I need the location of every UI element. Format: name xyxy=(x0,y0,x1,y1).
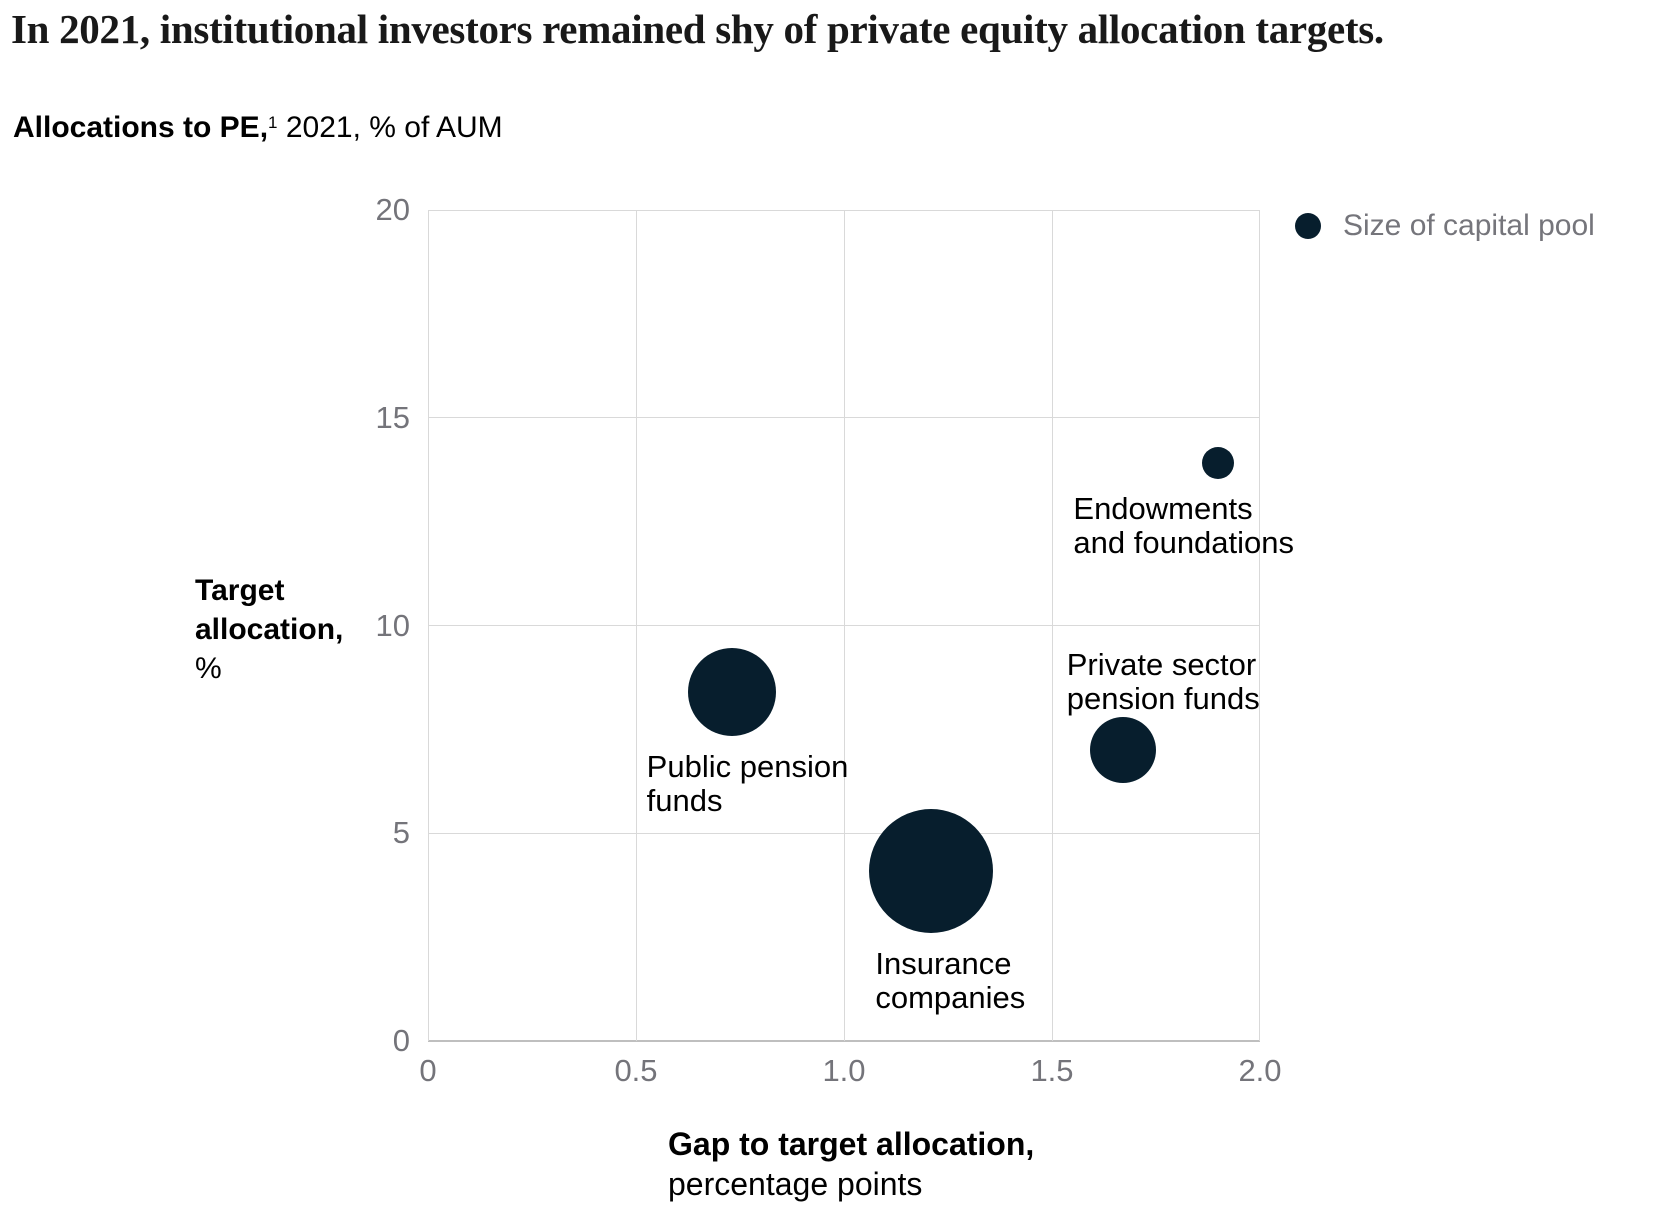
data-bubble-label-line: and foundations xyxy=(1073,525,1295,561)
x-axis-title: Gap to target allocation, percentage poi… xyxy=(668,1124,1034,1204)
data-bubble-label: Insurance companies xyxy=(875,945,1026,1015)
gridline-vertical xyxy=(1259,210,1260,1041)
y-axis-title: Target allocation, % xyxy=(195,571,380,688)
gridline-vertical xyxy=(844,210,845,1041)
x-tick-label: 0 xyxy=(419,1053,437,1088)
data-bubble xyxy=(687,647,776,736)
gridline-vertical xyxy=(428,210,429,1041)
x-axis-title-unit: percentage points xyxy=(668,1166,923,1202)
gridline-vertical xyxy=(1052,210,1053,1041)
x-axis-title-main: Gap to target allocation, xyxy=(668,1126,1035,1162)
x-tick-label: 1.5 xyxy=(1030,1053,1074,1088)
data-bubble xyxy=(1202,447,1235,480)
x-axis-line xyxy=(428,1040,1260,1042)
subtitle-measure: Allocations to PE, xyxy=(13,111,269,144)
y-axis-title-main: Target allocation, xyxy=(195,574,344,646)
data-bubble-label: Private sector pension funds xyxy=(1067,648,1260,716)
data-bubble xyxy=(869,808,994,933)
data-bubble-label-line: Private sector xyxy=(1066,647,1257,683)
data-bubble-label: Public pension funds xyxy=(646,748,849,818)
data-bubble-label-line: pension funds xyxy=(1066,681,1260,717)
y-tick-label: 15 xyxy=(375,399,410,435)
x-tick-label: 1.0 xyxy=(822,1053,866,1088)
x-tick-label: 0.5 xyxy=(614,1053,658,1088)
x-tick-label: 2.0 xyxy=(1238,1053,1282,1088)
data-bubble-label-line: Public pension xyxy=(646,748,849,784)
subtitle-unit: 2021, % of AUM xyxy=(277,111,503,144)
legend-label: Size of capital pool xyxy=(1343,209,1595,242)
chart-subtitle: Allocations to PE,1 2021, % of AUM xyxy=(13,110,503,146)
gridline-vertical xyxy=(636,210,637,1041)
footnote-marker: 1 xyxy=(268,113,278,132)
chart-title: In 2021, institutional investors remaine… xyxy=(11,6,1384,52)
data-bubble-label-line: funds xyxy=(646,782,723,818)
data-bubble-label-line: Endowments xyxy=(1073,491,1253,527)
y-tick-label: 20 xyxy=(375,192,410,227)
y-tick-label: 0 xyxy=(392,1023,410,1058)
legend: Size of capital pool xyxy=(1295,209,1595,243)
y-axis-title-unit: % xyxy=(195,652,222,685)
y-tick-label: 10 xyxy=(375,607,410,643)
data-bubble xyxy=(1089,717,1156,784)
data-bubble-label-line: Insurance xyxy=(875,945,1012,981)
plot-area xyxy=(428,209,1260,1042)
data-bubble-label-line: companies xyxy=(875,979,1026,1015)
y-tick-label: 5 xyxy=(392,815,410,851)
data-bubble-label: Endowments and foundations xyxy=(1073,492,1294,560)
bubble-size-legend-icon xyxy=(1295,213,1321,239)
